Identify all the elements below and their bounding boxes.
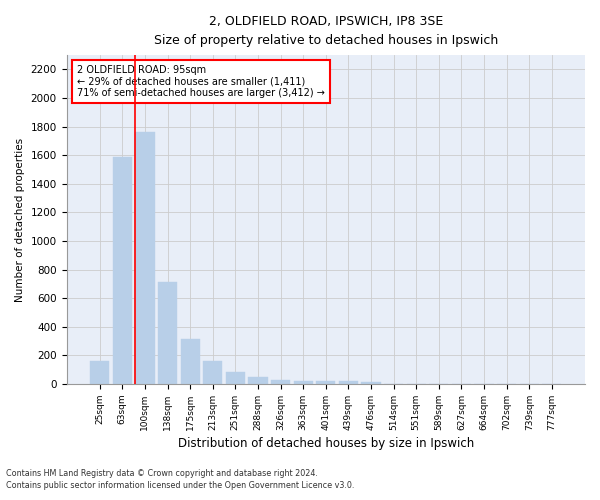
Title: 2, OLDFIELD ROAD, IPSWICH, IP8 3SE
Size of property relative to detached houses : 2, OLDFIELD ROAD, IPSWICH, IP8 3SE Size … — [154, 15, 498, 47]
Bar — [271, 380, 290, 384]
Bar — [113, 156, 132, 384]
Bar — [226, 372, 245, 384]
Bar — [181, 339, 200, 384]
Bar — [136, 132, 155, 384]
Y-axis label: Number of detached properties: Number of detached properties — [15, 138, 25, 302]
X-axis label: Distribution of detached houses by size in Ipswich: Distribution of detached houses by size … — [178, 437, 474, 450]
Text: 2 OLDFIELD ROAD: 95sqm
← 29% of detached houses are smaller (1,411)
71% of semi-: 2 OLDFIELD ROAD: 95sqm ← 29% of detached… — [77, 65, 325, 98]
Bar — [316, 381, 335, 384]
Bar — [361, 382, 380, 384]
Bar — [248, 377, 268, 384]
Bar — [293, 381, 313, 384]
Bar — [339, 381, 358, 384]
Text: Contains HM Land Registry data © Crown copyright and database right 2024.
Contai: Contains HM Land Registry data © Crown c… — [6, 468, 355, 490]
Bar — [203, 361, 223, 384]
Bar — [158, 282, 177, 384]
Bar — [90, 361, 109, 384]
